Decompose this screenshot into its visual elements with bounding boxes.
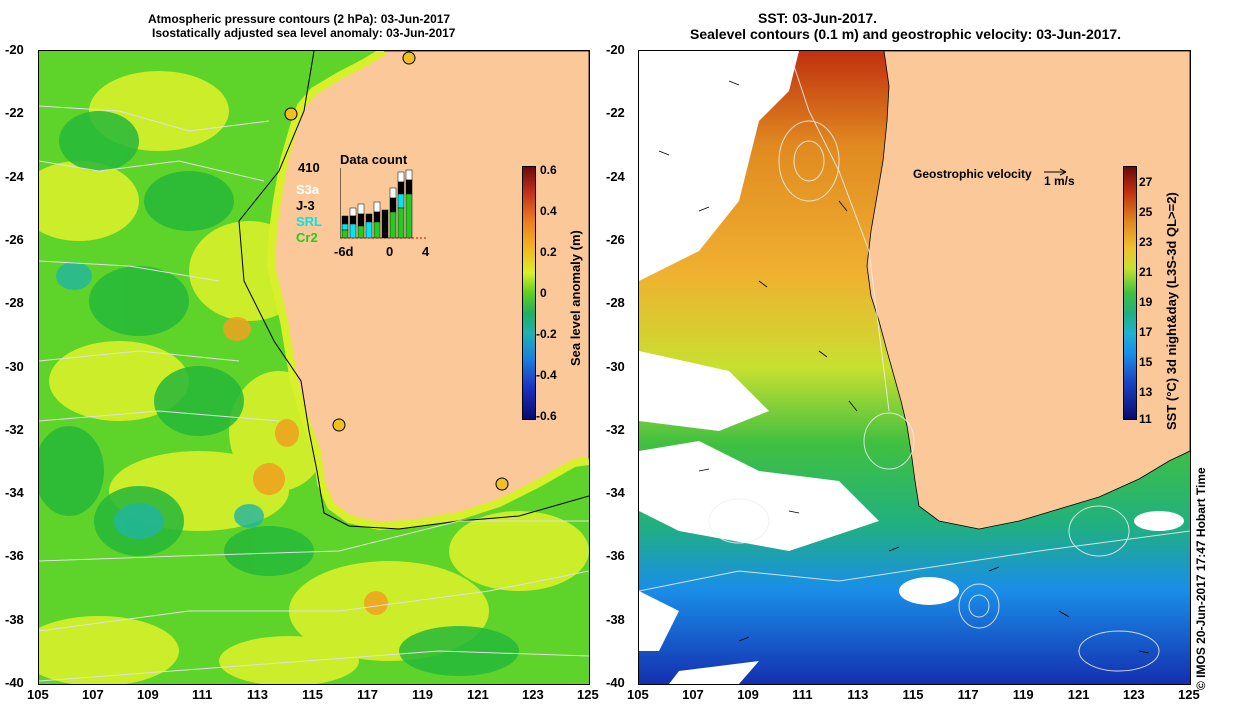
right-ytick-label: -22 bbox=[606, 105, 625, 121]
left-xtick-label: 111 bbox=[192, 687, 213, 702]
left-xtick-label: 117 bbox=[357, 687, 378, 702]
left-ytick-label: -36 bbox=[5, 548, 24, 564]
sla-green-blobs bbox=[39, 111, 519, 676]
sst-cbar-tick-2: 23 bbox=[1139, 235, 1153, 249]
right-xtick-label: 113 bbox=[847, 687, 869, 702]
right-xtick-label: 111 bbox=[792, 687, 813, 702]
right-xtick-label: 115 bbox=[902, 687, 924, 702]
sla-cbar-tick-6: -0.6 bbox=[536, 409, 557, 423]
sst-cbar-label: SST (°C) 3d night&day (L3S-3d QL>=2) bbox=[1164, 192, 1179, 430]
sst-colorbar bbox=[1123, 166, 1137, 420]
left-xtick-label: 113 bbox=[247, 687, 268, 702]
sla-teal-blobs bbox=[56, 262, 264, 539]
geostrophic-velocity-arrows bbox=[658, 80, 1150, 654]
sst-map bbox=[639, 51, 1190, 684]
right-ytick-label: -36 bbox=[606, 548, 625, 564]
sst-sealevel-contours bbox=[639, 51, 1190, 672]
sst-cbar-tick-5: 17 bbox=[1139, 325, 1153, 339]
left-ytick-label: -32 bbox=[5, 421, 24, 437]
sst-cbar-tick-6: 15 bbox=[1139, 355, 1153, 369]
sla-cbar-label: Sea level anomaly (m) bbox=[568, 230, 583, 366]
right-ytick-label: -34 bbox=[606, 485, 625, 501]
right-ytick-label: -28 bbox=[606, 295, 625, 311]
right-ytick-label: -24 bbox=[606, 168, 625, 184]
left-ytick-label: -22 bbox=[5, 105, 24, 121]
sat-label-cr2: Cr2 bbox=[296, 230, 318, 245]
inset-xtick-left: -6d bbox=[334, 244, 354, 259]
inset-xtick-zero: 0 bbox=[386, 244, 394, 259]
left-ytick-label: -26 bbox=[5, 231, 24, 247]
left-ytick-label: -28 bbox=[5, 295, 24, 311]
right-ytick-label: -20 bbox=[606, 42, 625, 57]
right-xtick-label: 119 bbox=[1012, 687, 1034, 702]
pressure-contours bbox=[39, 105, 589, 682]
left-ytick-label: -34 bbox=[5, 485, 24, 501]
sat-label-s3a: S3a bbox=[296, 182, 320, 197]
sst-map-panel bbox=[638, 50, 1191, 685]
sst-cbar-tick-8: 11 bbox=[1139, 412, 1152, 426]
left-xtick-label: 115 bbox=[302, 687, 323, 702]
left-xtick-label: 107 bbox=[82, 687, 104, 702]
left-title-line1: Atmospheric pressure contours (2 hPa): 0… bbox=[148, 12, 451, 26]
sla-map bbox=[39, 51, 589, 684]
sat-label-srl: SRL bbox=[296, 214, 322, 229]
inset-title: Data count bbox=[340, 152, 408, 167]
sst-cloud-gaps bbox=[639, 51, 1184, 684]
right-xtick-label: 109 bbox=[737, 687, 759, 702]
sla-map-panel bbox=[38, 50, 590, 685]
right-ytick-label: -32 bbox=[606, 421, 625, 437]
australia-land-sst bbox=[866, 51, 1190, 530]
coast-yellow-band bbox=[266, 51, 589, 531]
sla-cbar-tick-0: 0.6 bbox=[540, 163, 557, 177]
sst-cbar-tick-0: 27 bbox=[1139, 175, 1153, 189]
velocity-legend-scale: 1 m/s bbox=[1044, 174, 1075, 188]
data-count-inset: 410 Data count S3a J-3 SRL Cr2 -6d 0 4 bbox=[288, 150, 438, 260]
right-xtick-label: 107 bbox=[682, 687, 704, 702]
right-xtick-label: 121 bbox=[1067, 687, 1090, 702]
velocity-legend-arrow bbox=[1044, 168, 1067, 176]
imos-credit: © IMOS 20-Jun-2017 17:47 Hobart Time bbox=[1194, 467, 1208, 690]
right-xtick-label: 125 bbox=[1178, 687, 1200, 702]
data-count-bars bbox=[340, 168, 428, 239]
right-xtick-label: 123 bbox=[1122, 687, 1145, 702]
left-ytick-label: -24 bbox=[5, 168, 24, 184]
right-ytick-label: -30 bbox=[606, 358, 625, 374]
left-xtick-label: 125 bbox=[577, 687, 599, 702]
sst-cbar-tick-7: 13 bbox=[1139, 385, 1153, 399]
inset-max-count: 410 bbox=[298, 160, 320, 175]
right-title-line1: SST: 03-Jun-2017. bbox=[758, 10, 878, 26]
left-title-line2: Isostatically adjusted sea level anomaly… bbox=[152, 26, 456, 40]
right-ytick-label: -38 bbox=[606, 611, 625, 627]
right-xtick-label: 105 bbox=[627, 687, 649, 702]
sla-cbar-tick-2: 0.2 bbox=[540, 245, 557, 259]
sst-cbar-tick-1: 25 bbox=[1139, 205, 1153, 219]
left-xtick-label: 109 bbox=[137, 687, 159, 702]
left-xtick-label: 119 bbox=[412, 687, 433, 702]
shelf-contour bbox=[238, 51, 589, 530]
sla-cbar-tick-3: 0 bbox=[540, 286, 547, 300]
sla-colorbar bbox=[522, 166, 536, 420]
left-xtick-label: 121 bbox=[467, 687, 489, 702]
left-xtick-label: 105 bbox=[27, 687, 49, 702]
right-ytick-label: -26 bbox=[606, 231, 625, 247]
inset-xtick-right: 4 bbox=[422, 244, 430, 259]
sla-cbar-tick-1: 0.4 bbox=[540, 204, 557, 218]
sla-orange-blobs bbox=[223, 317, 388, 615]
left-xtick-label: 123 bbox=[522, 687, 544, 702]
sat-label-j3: J-3 bbox=[296, 198, 315, 213]
right-title-line2: Sealevel contours (0.1 m) and geostrophi… bbox=[690, 26, 1122, 42]
sla-cbar-tick-4: -0.2 bbox=[536, 327, 557, 341]
sla-cbar-tick-5: -0.4 bbox=[536, 368, 557, 382]
left-ytick-label: -38 bbox=[5, 611, 24, 627]
altimeter-stations bbox=[284, 51, 509, 491]
right-ytick-label: -40 bbox=[606, 675, 625, 690]
left-ytick-label: -30 bbox=[5, 358, 24, 374]
left-ytick-label: -20 bbox=[5, 42, 24, 57]
velocity-legend-label: Geostrophic velocity bbox=[913, 167, 1032, 181]
sst-cbar-tick-4: 19 bbox=[1139, 295, 1153, 309]
sst-cbar-tick-3: 21 bbox=[1139, 265, 1153, 279]
left-ytick-label: -40 bbox=[5, 675, 24, 690]
right-xtick-label: 117 bbox=[957, 687, 979, 702]
